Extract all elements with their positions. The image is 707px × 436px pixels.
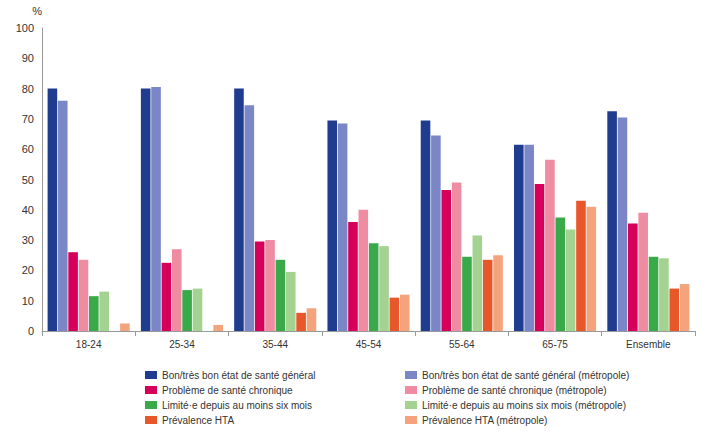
svg-text:Bon/très bon état de santé gén: Bon/très bon état de santé général (métr… bbox=[422, 370, 629, 381]
svg-text:Limité·e depuis au moins six m: Limité·e depuis au moins six mois (métro… bbox=[422, 400, 626, 411]
svg-text:50: 50 bbox=[22, 174, 34, 186]
svg-text:18-24: 18-24 bbox=[76, 339, 102, 350]
svg-text:100: 100 bbox=[16, 22, 34, 34]
svg-text:Ensemble: Ensemble bbox=[626, 339, 671, 350]
svg-text:0: 0 bbox=[28, 325, 34, 337]
svg-text:65-75: 65-75 bbox=[542, 339, 568, 350]
svg-text:80: 80 bbox=[22, 83, 34, 95]
svg-text:Limité·e depuis au moins six m: Limité·e depuis au moins six mois bbox=[162, 400, 312, 411]
svg-text:35-44: 35-44 bbox=[262, 339, 288, 350]
svg-text:25-34: 25-34 bbox=[169, 339, 195, 350]
svg-text:%: % bbox=[32, 5, 42, 17]
svg-text:90: 90 bbox=[22, 52, 34, 64]
svg-text:Problème de santé chronique: Problème de santé chronique bbox=[162, 385, 293, 396]
svg-text:40: 40 bbox=[22, 204, 34, 216]
svg-text:Prévalence HTA (métropole): Prévalence HTA (métropole) bbox=[422, 415, 547, 426]
svg-text:45-54: 45-54 bbox=[356, 339, 382, 350]
svg-text:Bon/très bon état de santé gén: Bon/très bon état de santé général bbox=[162, 370, 315, 381]
svg-text:55-64: 55-64 bbox=[449, 339, 475, 350]
svg-text:70: 70 bbox=[22, 113, 34, 125]
svg-text:Prévalence HTA: Prévalence HTA bbox=[162, 415, 234, 426]
svg-text:30: 30 bbox=[22, 234, 34, 246]
svg-text:60: 60 bbox=[22, 143, 34, 155]
svg-text:20: 20 bbox=[22, 264, 34, 276]
svg-text:Problème de santé chronique (m: Problème de santé chronique (métropole) bbox=[422, 385, 607, 396]
svg-text:10: 10 bbox=[22, 295, 34, 307]
